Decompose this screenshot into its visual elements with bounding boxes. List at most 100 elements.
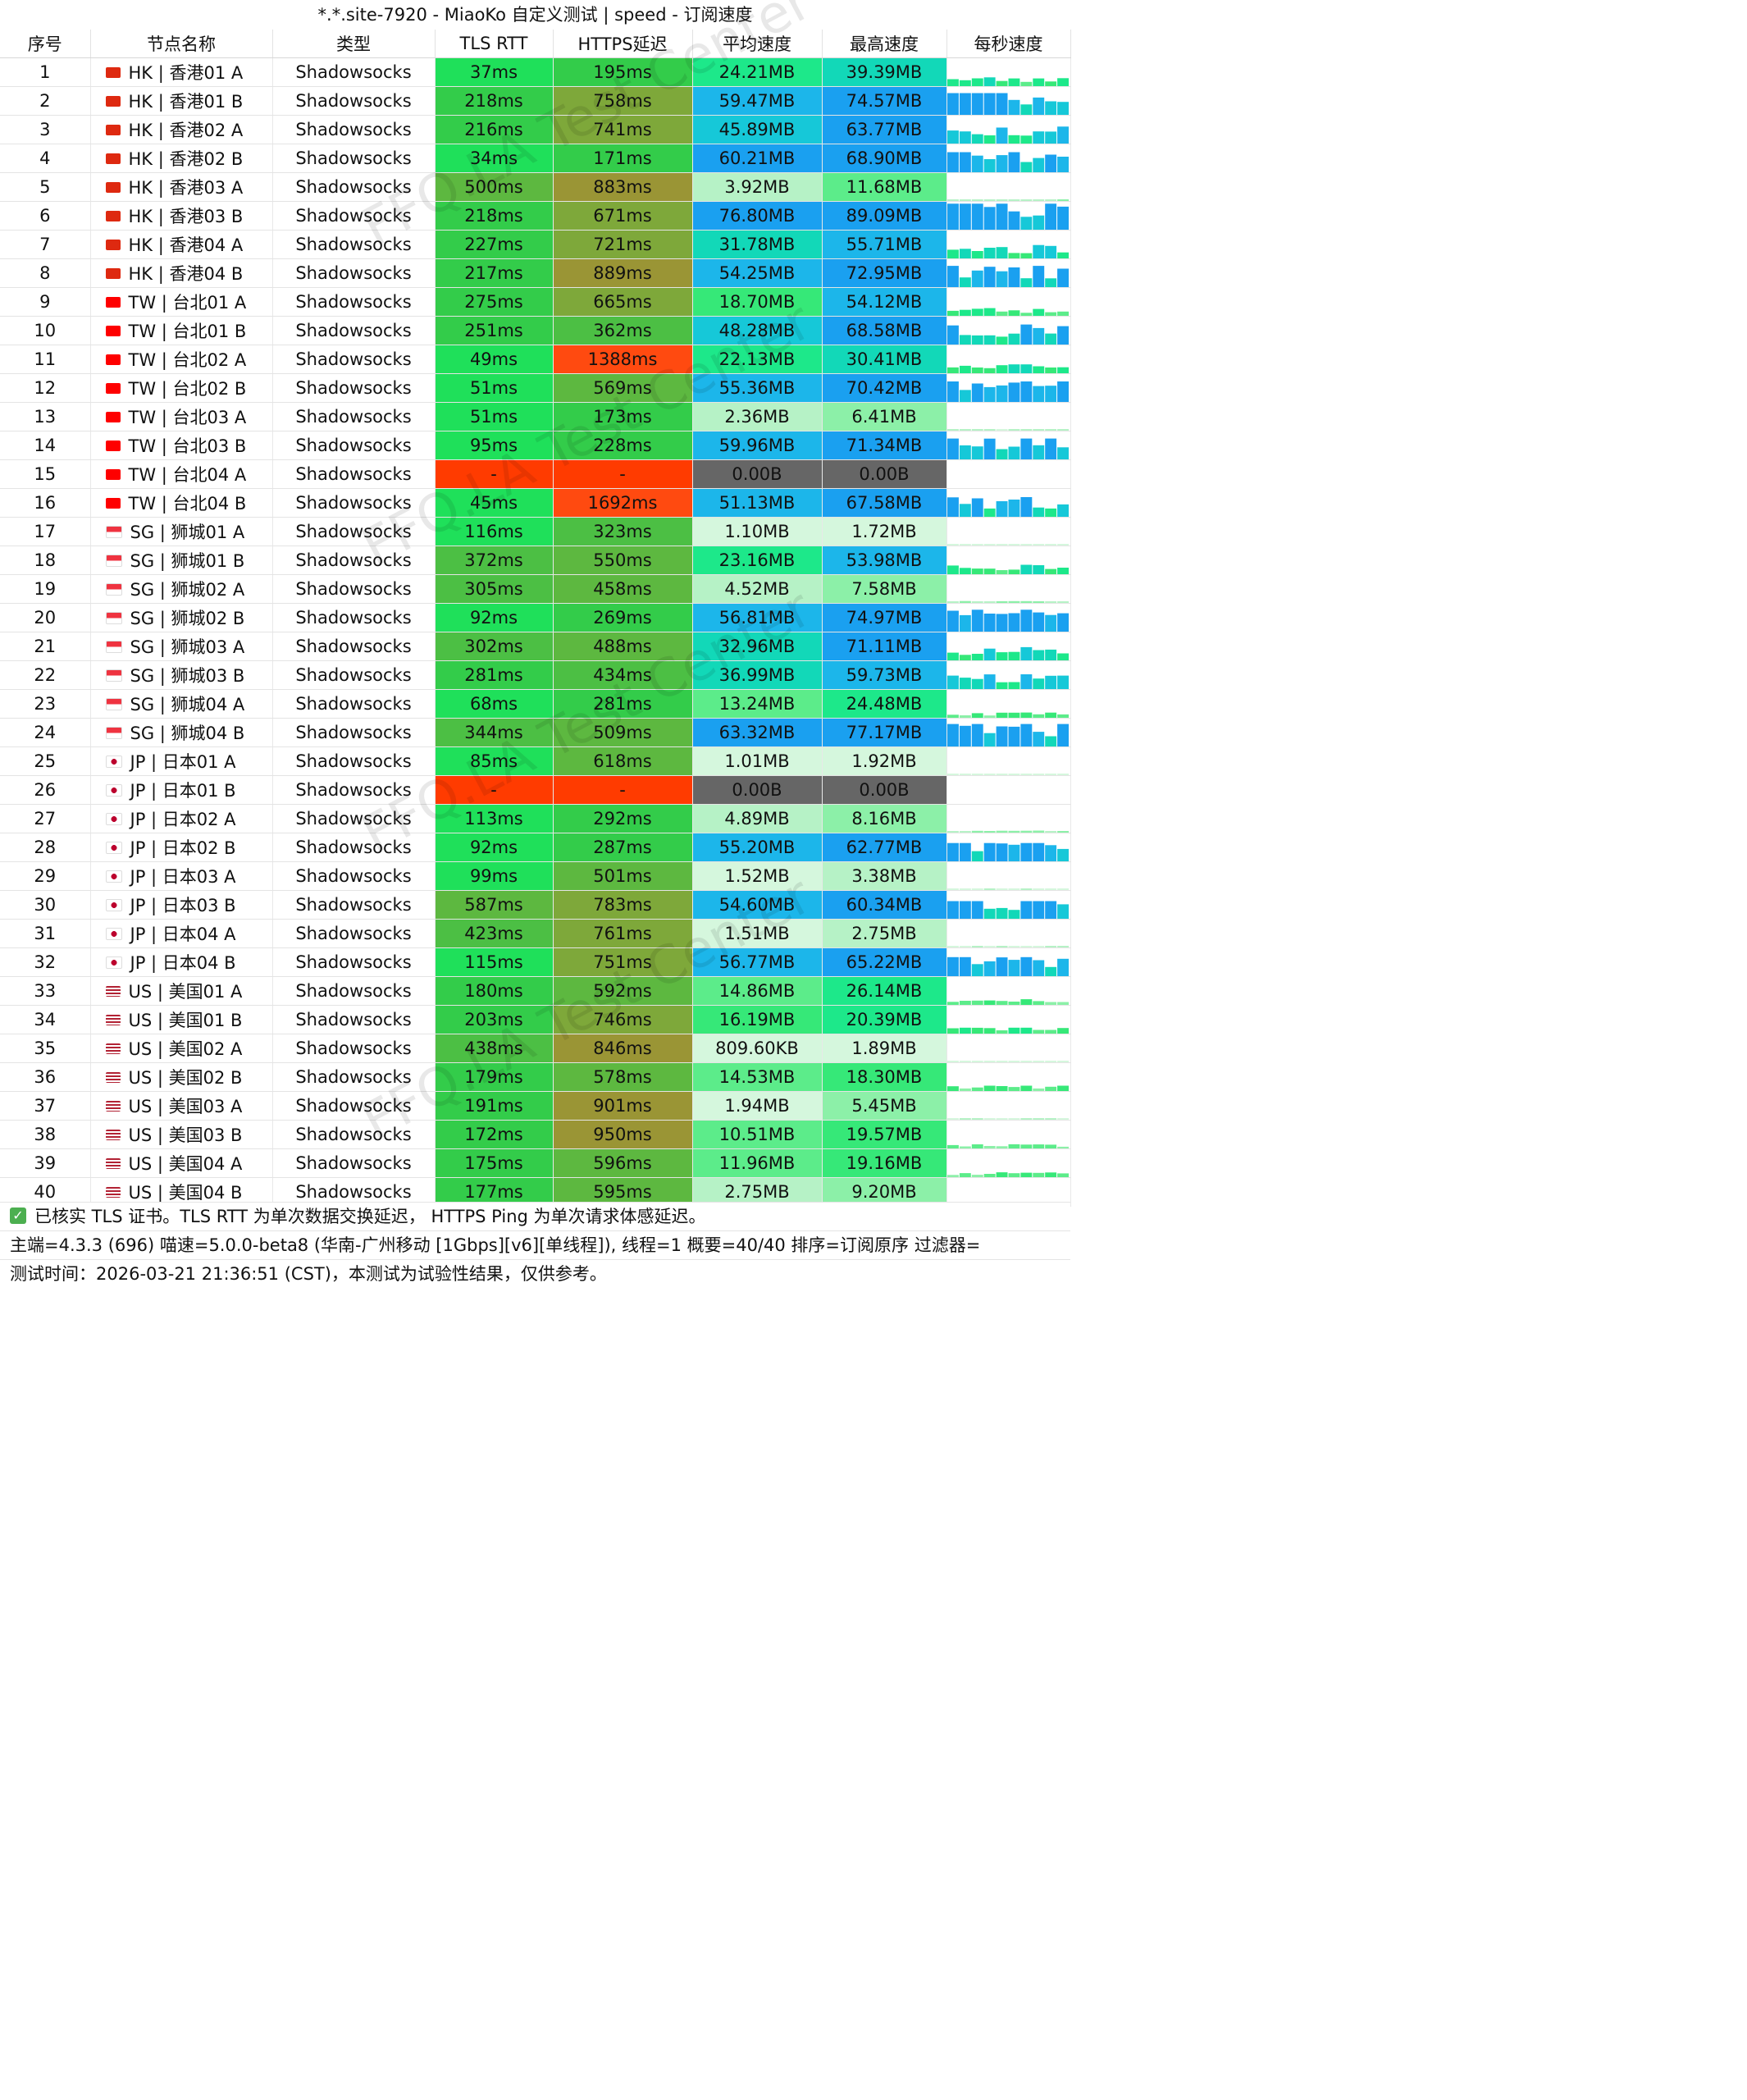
table-row[interactable]: 16 TW | 台北04 B Shadowsocks 45ms 1692ms 51.13M… xyxy=(0,488,1071,518)
table-row[interactable]: 30 JP | 日本03 B Shadowsocks 587ms 783ms 54.60M… xyxy=(0,890,1071,920)
table-row[interactable]: 23 SG | 狮城04 A Shadowsocks 68ms 281ms 13.24MB… xyxy=(0,689,1071,719)
table-row[interactable]: 38 US | 美国03 B Shadowsocks 172ms 950ms 10.51M… xyxy=(0,1120,1071,1149)
table-row[interactable]: 21 SG | 狮城03 A Shadowsocks 302ms 488ms 32.96M… xyxy=(0,632,1071,661)
sparkline-bar xyxy=(1056,848,1069,861)
sparkline-bar xyxy=(1032,888,1044,890)
table-row[interactable]: 27 JP | 日本02 A Shadowsocks 113ms 292ms 4.89MB… xyxy=(0,804,1071,833)
header-max-speed: 最高速度 xyxy=(822,30,947,58)
table-row[interactable]: 36 US | 美国02 B Shadowsocks 179ms 578ms 14.53M… xyxy=(0,1062,1071,1092)
sparkline-bar xyxy=(1056,268,1069,287)
table-row[interactable]: 24 SG | 狮城04 B Shadowsocks 344ms 509ms 63.32M… xyxy=(0,718,1071,747)
sparkline-bar xyxy=(1056,958,1069,976)
table-row[interactable]: 8 HK | 香港04 B Shadowsocks 217ms 889ms 54.25MB… xyxy=(0,258,1071,288)
table-row[interactable]: 14 TW | 台北03 B Shadowsocks 95ms 228ms 59.96MB… xyxy=(0,431,1071,460)
table-row[interactable]: 11 TW | 台北02 A Shadowsocks 49ms 1388ms 22.13M… xyxy=(0,345,1071,374)
sparkline-bar xyxy=(959,946,971,947)
cell-per-second-sparkline xyxy=(946,201,1071,231)
cell-index: 23 xyxy=(0,689,91,719)
sparkline-bar xyxy=(996,155,1007,172)
window-title: *.*.site-7920 - MiaoKo 自定义测试 | speed - 订… xyxy=(0,0,1070,30)
sparkline-bar xyxy=(1056,568,1069,574)
sparkline-bar xyxy=(996,127,1007,144)
sparkline-bar xyxy=(971,1027,983,1034)
cell-max-speed: 77.17MB xyxy=(822,718,947,747)
sparkline-bar xyxy=(1032,445,1044,459)
cell-https-latency: 458ms xyxy=(553,574,693,604)
sparkline-bar xyxy=(959,429,971,431)
cell-type: Shadowsocks xyxy=(272,258,436,288)
table-row[interactable]: 39 US | 美国04 A Shadowsocks 175ms 596ms 11.96M… xyxy=(0,1148,1071,1178)
sparkline-bar xyxy=(959,655,971,660)
table-row[interactable]: 3 HK | 香港02 A Shadowsocks 216ms 741ms 45.89MB… xyxy=(0,115,1071,144)
sparkline-bar xyxy=(1044,1029,1056,1034)
flag-jp-icon xyxy=(105,870,122,883)
table-row[interactable]: 33 US | 美国01 A Shadowsocks 180ms 592ms 14.86M… xyxy=(0,976,1071,1006)
node-name-text: SG | 狮城01 B xyxy=(130,551,245,571)
table-row[interactable]: 7 HK | 香港04 A Shadowsocks 227ms 721ms 31.78MB… xyxy=(0,230,1071,259)
sparkline-bar xyxy=(1008,78,1019,86)
sparkline-bar xyxy=(1044,614,1056,632)
table-row[interactable]: 13 TW | 台北03 A Shadowsocks 51ms 173ms 2.36MB 6… xyxy=(0,402,1071,431)
table-row[interactable]: 25 JP | 日本01 A Shadowsocks 85ms 618ms 1.01MB 1… xyxy=(0,746,1071,776)
sparkline-bar xyxy=(971,93,983,115)
table-row[interactable]: 28 JP | 日本02 B Shadowsocks 92ms 287ms 55.20MB… xyxy=(0,833,1071,862)
sparkline-bar xyxy=(1008,960,1019,976)
cell-avg-speed: 23.16MB xyxy=(692,546,823,575)
cell-avg-speed: 4.52MB xyxy=(692,574,823,604)
table-row[interactable]: 35 US | 美国02 A Shadowsocks 438ms 846ms 809.60… xyxy=(0,1034,1071,1063)
sparkline-bar xyxy=(971,851,983,861)
sparkline-bar xyxy=(996,1146,1007,1148)
table-row[interactable]: 6 HK | 香港03 B Shadowsocks 218ms 671ms 76.80MB… xyxy=(0,201,1071,231)
cell-type: Shadowsocks xyxy=(272,574,436,604)
table-row[interactable]: 4 HK | 香港02 B Shadowsocks 34ms 171ms 60.21MB 6… xyxy=(0,144,1071,173)
sparkline-bar xyxy=(1044,312,1056,316)
table-row[interactable]: 12 TW | 台北02 B Shadowsocks 51ms 569ms 55.36MB… xyxy=(0,373,1071,403)
table-row[interactable]: 29 JP | 日本03 A Shadowsocks 99ms 501ms 1.52MB 3… xyxy=(0,861,1071,891)
table-row[interactable]: 1 HK | 香港01 A Shadowsocks 37ms 195ms 24.21MB 3… xyxy=(0,57,1071,87)
flag-jp-icon xyxy=(105,755,122,768)
cell-tls-rtt: 302ms xyxy=(435,632,554,661)
table-row[interactable]: 9 TW | 台北01 A Shadowsocks 275ms 665ms 18.70MB… xyxy=(0,287,1071,317)
node-name-text: JP | 日本02 A xyxy=(130,810,236,829)
cell-avg-speed: 59.47MB xyxy=(692,86,823,116)
cell-tls-rtt: - xyxy=(435,459,554,489)
cell-tls-rtt: 51ms xyxy=(435,373,554,403)
sparkline-bar xyxy=(983,674,996,689)
table-row[interactable]: 5 HK | 香港03 A Shadowsocks 500ms 883ms 3.92MB 1… xyxy=(0,172,1071,202)
cell-https-latency: 783ms xyxy=(553,890,693,920)
table-row[interactable]: 22 SG | 狮城03 B Shadowsocks 281ms 434ms 36.99M… xyxy=(0,660,1071,690)
cell-node-name: SG | 狮城04 A xyxy=(90,689,273,719)
table-row[interactable]: 18 SG | 狮城01 B Shadowsocks 372ms 550ms 23.16M… xyxy=(0,546,1071,575)
sparkline-chart xyxy=(947,460,1070,488)
table-row[interactable]: 34 US | 美国01 B Shadowsocks 203ms 746ms 16.19M… xyxy=(0,1005,1071,1034)
cell-tls-rtt: 116ms xyxy=(435,517,554,546)
table-row[interactable]: 31 JP | 日本04 A Shadowsocks 423ms 761ms 1.51MB… xyxy=(0,919,1071,948)
flag-tw-icon xyxy=(105,382,121,394)
cell-per-second-sparkline xyxy=(946,689,1071,719)
sparkline-bar xyxy=(996,1086,1007,1091)
table-row[interactable]: 10 TW | 台北01 B Shadowsocks 251ms 362ms 48.28M… xyxy=(0,316,1071,345)
sparkline-bar xyxy=(1008,446,1019,459)
sparkline-bar xyxy=(1032,244,1044,258)
table-row[interactable]: 26 JP | 日本01 B Shadowsocks - -0.00B 0.00B xyxy=(0,775,1071,805)
sparkline-bar xyxy=(1032,830,1044,833)
sparkline-bar xyxy=(1019,324,1032,345)
sparkline-bar xyxy=(971,270,983,287)
table-row[interactable]: 15 TW | 台北04 A Shadowsocks - -0.00B 0.00B xyxy=(0,459,1071,489)
footer-time: 测试时间：2026-03-21 21:36:51 (CST)，本测试为试验性结果… xyxy=(0,1259,1070,1287)
cell-per-second-sparkline xyxy=(946,144,1071,173)
node-name-text: TW | 台北04 A xyxy=(128,465,247,485)
cell-index: 25 xyxy=(0,746,91,776)
sparkline-bar xyxy=(1044,245,1056,258)
sparkline-bar xyxy=(1019,217,1032,230)
sparkline-bar xyxy=(983,614,996,632)
table-row[interactable]: 37 US | 美国03 A Shadowsocks 191ms 901ms 1.94MB… xyxy=(0,1091,1071,1121)
table-row[interactable]: 20 SG | 狮城02 B Shadowsocks 92ms 269ms 56.81MB… xyxy=(0,603,1071,632)
sparkline-chart xyxy=(946,830,1069,833)
sparkline-bar xyxy=(983,1174,996,1177)
table-row[interactable]: 2 HK | 香港01 B Shadowsocks 218ms 758ms 59.47MB… xyxy=(0,86,1071,116)
table-row[interactable]: 17 SG | 狮城01 A Shadowsocks 116ms 323ms 1.10MB… xyxy=(0,517,1071,546)
table-row[interactable]: 19 SG | 狮城02 A Shadowsocks 305ms 458ms 4.52MB… xyxy=(0,574,1071,604)
cell-node-name: HK | 香港04 A xyxy=(90,230,273,259)
table-row[interactable]: 32 JP | 日本04 B Shadowsocks 115ms 751ms 56.77M… xyxy=(0,947,1071,977)
